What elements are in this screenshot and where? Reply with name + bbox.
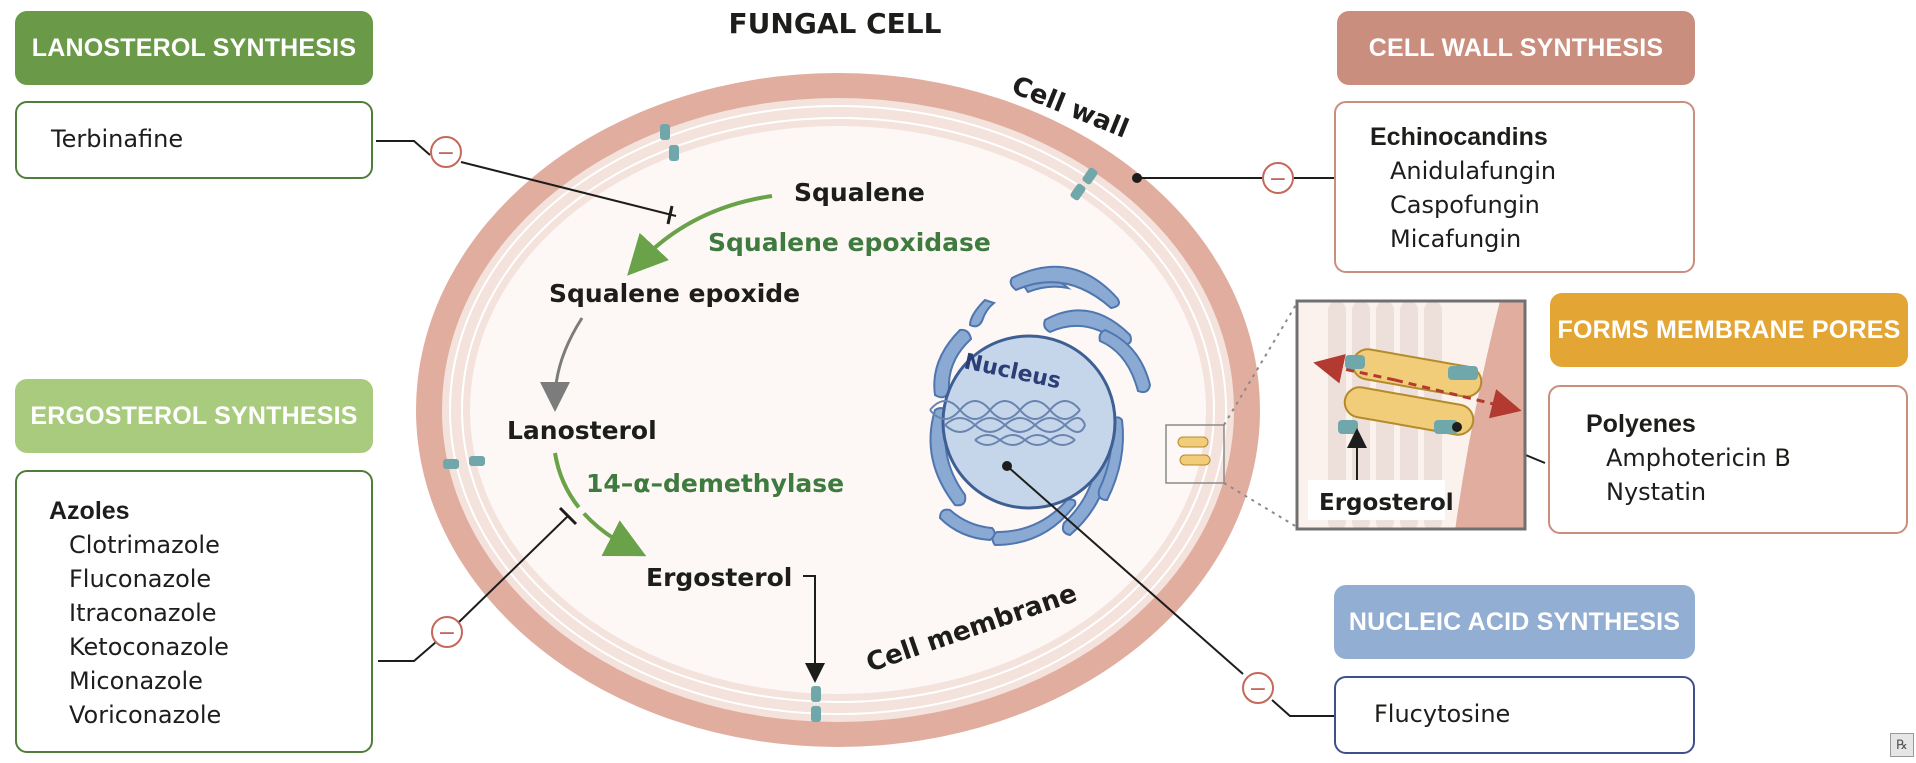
nucleus bbox=[941, 334, 1117, 510]
dna-icon bbox=[929, 400, 1086, 446]
squalene-label: Squalene bbox=[794, 178, 925, 207]
ergosterol-synthesis-header: ERGOSTEROL SYNTHESIS bbox=[15, 379, 373, 453]
drug-amphotericin-b: Amphotericin B bbox=[1606, 444, 1791, 472]
drug-nystatin: Nystatin bbox=[1606, 478, 1707, 506]
terbinafine-box: Terbinafine bbox=[15, 101, 373, 179]
diagram-title: FUNGAL CELL bbox=[729, 7, 942, 40]
drug-ketoconazole: Ketoconazole bbox=[69, 633, 229, 661]
membrane-callout-marker bbox=[1165, 424, 1225, 484]
ergosterol-label: Ergosterol bbox=[646, 563, 792, 592]
minus-icon: − bbox=[1269, 167, 1287, 192]
minus-icon: − bbox=[438, 621, 456, 646]
inhibition-flucytosine: − bbox=[1242, 672, 1274, 704]
drug-clotrimazole: Clotrimazole bbox=[69, 531, 220, 559]
drug-class-polyenes: Polyenes bbox=[1586, 410, 1696, 438]
arrow-lanosterol-to-ergosterol bbox=[553, 452, 647, 557]
lanosterol-label: Lanosterol bbox=[507, 416, 657, 445]
squalene-epoxidase-label: Squalene epoxidase bbox=[708, 228, 991, 257]
minus-icon: − bbox=[437, 141, 455, 166]
drug-class-echinocandins: Echinocandins bbox=[1370, 123, 1548, 151]
membrane-pore-inset bbox=[1297, 301, 1525, 529]
inset-ergosterol-label: Ergosterol bbox=[1319, 490, 1454, 516]
arrow-epoxide-to-lanosterol bbox=[540, 317, 584, 412]
echinocandins-box: Echinocandins Anidulafungin Caspofungin … bbox=[1334, 101, 1695, 273]
drug-voriconazole: Voriconazole bbox=[69, 701, 222, 729]
squalene-epoxide-label: Squalene epoxide bbox=[549, 279, 800, 308]
arrow-ergosterol-to-membrane bbox=[803, 575, 825, 683]
drug-flucytosine: Flucytosine bbox=[1374, 700, 1511, 728]
cell-wall-synthesis-header: CELL WALL SYNTHESIS bbox=[1337, 11, 1695, 85]
rx-icon: ℞ bbox=[1890, 733, 1914, 757]
drug-micafungin: Micafungin bbox=[1390, 225, 1522, 253]
minus-icon: − bbox=[1249, 677, 1267, 702]
inhibition-terbinafine: − bbox=[430, 136, 462, 168]
drug-fluconazole: Fluconazole bbox=[69, 565, 212, 593]
arrow-squalene-to-epoxide bbox=[627, 194, 773, 276]
drug-class-azoles: Azoles bbox=[49, 497, 130, 525]
inhibition-azoles: − bbox=[431, 616, 463, 648]
demethylase-label: 14–α–demethylase bbox=[586, 469, 844, 498]
azoles-box: Azoles Clotrimazole Fluconazole Itracona… bbox=[15, 470, 373, 753]
drug-miconazole: Miconazole bbox=[69, 667, 203, 695]
endoplasmic-reticulum bbox=[929, 265, 1152, 547]
drug-itraconazole: Itraconazole bbox=[69, 599, 217, 627]
membrane-pore-icon bbox=[1177, 436, 1211, 466]
membrane-pores-header: FORMS MEMBRANE PORES bbox=[1550, 293, 1908, 367]
flucytosine-box: Flucytosine bbox=[1334, 676, 1695, 754]
polyenes-box: Polyenes Amphotericin B Nystatin bbox=[1548, 385, 1908, 534]
inhibition-echinocandins: − bbox=[1262, 162, 1294, 194]
drug-anidulafungin: Anidulafungin bbox=[1390, 157, 1557, 185]
lanosterol-synthesis-header: LANOSTEROL SYNTHESIS bbox=[15, 11, 373, 85]
drug-caspofungin: Caspofungin bbox=[1390, 191, 1540, 219]
drug-terbinafine: Terbinafine bbox=[51, 125, 184, 153]
nucleic-acid-synthesis-header: NUCLEIC ACID SYNTHESIS bbox=[1334, 585, 1695, 659]
membrane-channels bbox=[443, 124, 1098, 722]
